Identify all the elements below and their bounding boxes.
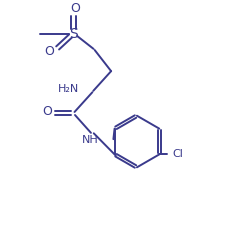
Text: NH: NH: [82, 135, 99, 145]
Text: O: O: [70, 2, 80, 15]
Text: S: S: [69, 27, 78, 41]
Text: H₂N: H₂N: [58, 84, 80, 94]
Text: O: O: [42, 105, 52, 118]
Text: Cl: Cl: [173, 149, 183, 159]
Text: O: O: [44, 45, 54, 58]
